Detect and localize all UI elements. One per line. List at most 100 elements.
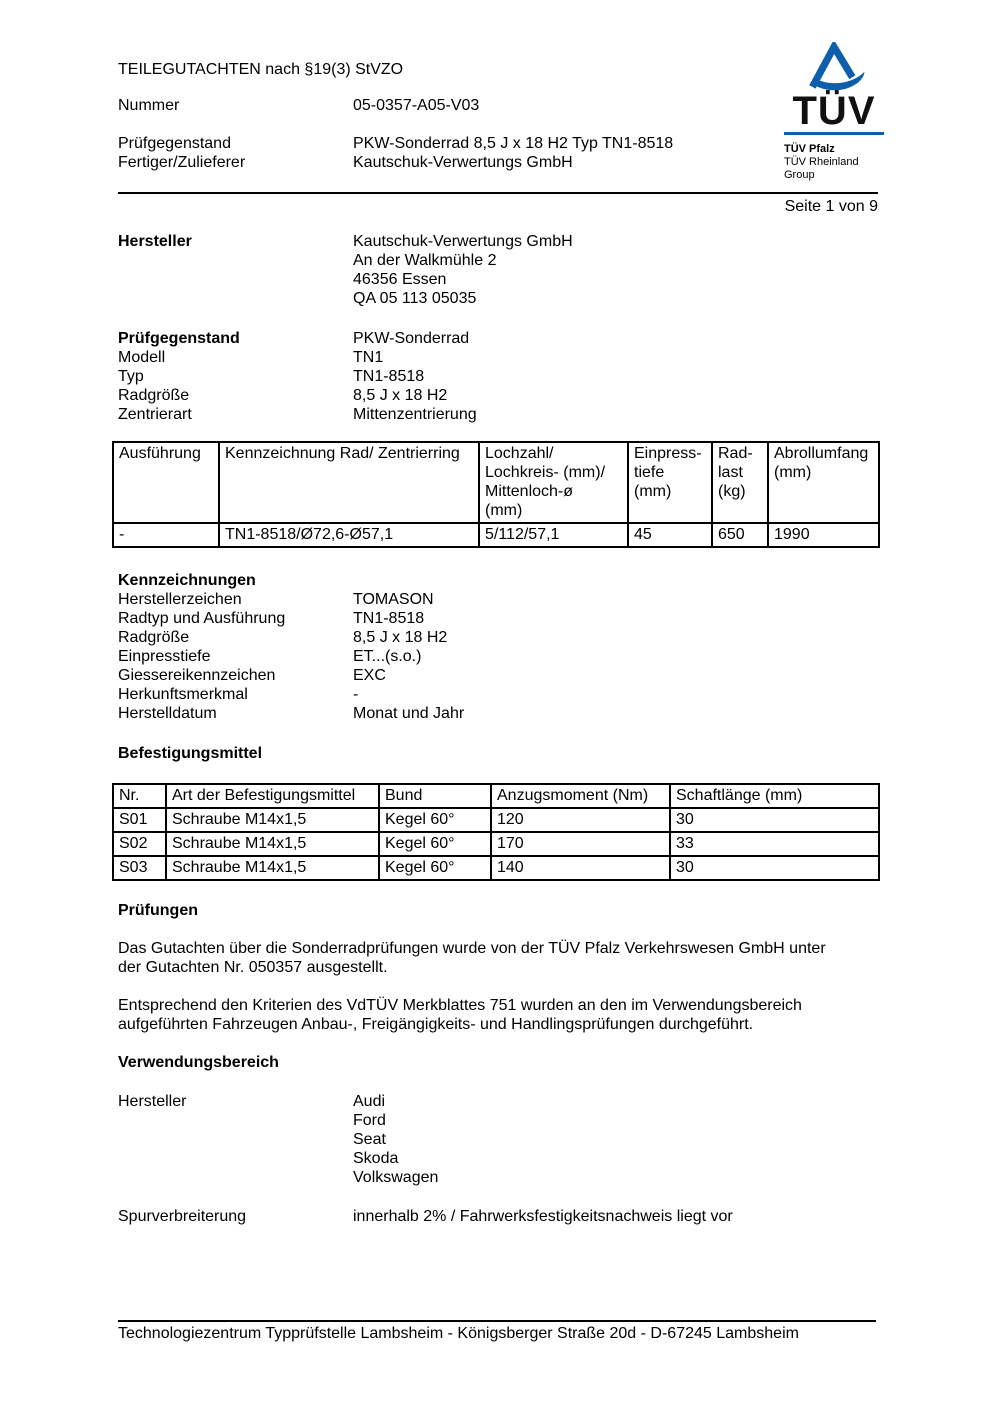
- hersteller-eintrag: Seat: [353, 1131, 386, 1148]
- table-cell: 30: [669, 807, 880, 833]
- tuv-logo: TÜV TÜV Pfalz TÜV Rheinland Group: [784, 42, 884, 182]
- hersteller-eintrag: Ford: [353, 1112, 386, 1129]
- pruefungen-paragraph-1: Das Gutachten über die Sonderradprüfunge…: [118, 940, 826, 976]
- field-row-fertiger: Fertiger/Zulieferer Kautschuk-Verwertung…: [118, 153, 878, 172]
- kennz-label: Herkunftsmerkmal: [118, 686, 248, 703]
- table-cell: 120: [490, 807, 671, 833]
- column-header: Art der Befestigungsmittel: [165, 783, 380, 809]
- spur-value: innerhalb 2% / Fahrwerksfestigkeitsnachw…: [353, 1208, 733, 1225]
- tuv-org-line1: TÜV Pfalz: [784, 143, 835, 155]
- kennz-row: Einpresstiefe ET...(s.o.): [118, 647, 878, 666]
- kennz-row: Radgröße 8,5 J x 18 H2: [118, 628, 878, 647]
- column-header: Ausführung: [112, 441, 220, 524]
- field-label: Nummer: [118, 97, 180, 114]
- section-heading-verwendungsbereich: Verwendungsbereich: [118, 1054, 279, 1071]
- hersteller-address: Kautschuk-Verwertungs GmbH An der Walkmü…: [353, 232, 573, 308]
- table-cell: 1990: [767, 522, 880, 548]
- address-line: QA 05 113 05035: [353, 290, 477, 307]
- kennz-row: Herstellerzeichen TOMASON: [118, 590, 878, 609]
- field-value: 05-0357-A05-V03: [353, 97, 480, 114]
- kennz-row: Herkunftsmerkmal -: [118, 685, 878, 704]
- kennz-label: Radtyp und Ausführung: [118, 610, 286, 627]
- verw-hersteller-liste: Audi Ford Seat Skoda Volkswagen: [353, 1092, 438, 1187]
- table-row: S02 Schraube M14x1,5 Kegel 60° 170 33: [112, 831, 880, 857]
- kennz-label: Herstelldatum: [118, 705, 217, 722]
- field-value: Kautschuk-Verwertungs GmbH: [353, 154, 573, 171]
- document-page: TEILEGUTACHTEN nach §19(3) StVZO Nummer …: [112, 0, 884, 1226]
- pg-row: Modell TN1: [118, 348, 878, 367]
- table-cell: 5/112/57,1: [478, 522, 629, 548]
- section-hersteller: Hersteller Kautschuk-Verwertungs GmbH An…: [118, 232, 878, 308]
- table-cell: 30: [669, 855, 880, 881]
- header-divider: [118, 192, 878, 194]
- field-row-nummer: Nummer 05-0357-A05-V03: [118, 96, 878, 115]
- verwendungsbereich-hersteller: Hersteller Audi Ford Seat Skoda Volkswag…: [118, 1092, 878, 1187]
- pg-label: Modell: [118, 349, 166, 366]
- pg-value: TN1-8518: [353, 368, 425, 385]
- hersteller-eintrag: Skoda: [353, 1150, 399, 1167]
- table-cell: Schraube M14x1,5: [165, 831, 380, 857]
- kennz-value: TOMASON: [353, 591, 434, 608]
- kennz-row: Herstelldatum Monat und Jahr: [118, 704, 878, 723]
- table-cell: 140: [490, 855, 671, 881]
- pg-value: PKW-Sonderrad: [353, 330, 470, 347]
- footer-text: Technologiezentrum Typprüfstelle Lambshe…: [118, 1325, 799, 1342]
- rad-spezifikation-tabelle: Ausführung Kennzeichnung Rad/ Zentrierri…: [112, 441, 880, 548]
- table-row: S03 Schraube M14x1,5 Kegel 60° 140 30: [112, 855, 880, 881]
- table-cell: 45: [627, 522, 713, 548]
- column-header: Anzugsmoment (Nm): [490, 783, 671, 809]
- column-header: Schaftlänge (mm): [669, 783, 880, 809]
- kennz-value: TN1-8518: [353, 610, 425, 627]
- pg-value: TN1: [353, 349, 384, 366]
- tuv-triangle-icon: [809, 42, 865, 91]
- kennz-value: -: [353, 686, 359, 703]
- kennz-label: Giessereikennzeichen: [118, 667, 276, 684]
- pg-row: Zentrierart Mittenzentrierung: [118, 405, 878, 424]
- kennz-label: Einpresstiefe: [118, 648, 211, 665]
- page-indicator: Seite 1 von 9: [784, 198, 878, 215]
- table-cell: 170: [490, 831, 671, 857]
- field-value: PKW-Sonderrad 8,5 J x 18 H2 Typ TN1-8518: [353, 135, 674, 152]
- befestigungsmittel-tabelle: Nr. Art der Befestigungsmittel Bund Anzu…: [112, 783, 880, 881]
- section-pruefgegenstand: Prüfgegenstand PKW-Sonderrad Modell TN1 …: [118, 329, 878, 424]
- pg-value: 8,5 J x 18 H2: [353, 387, 448, 404]
- section-heading-kennzeichnungen: Kennzeichnungen: [118, 572, 256, 589]
- pg-label: Prüfgegenstand: [118, 330, 240, 347]
- column-header: Rad- last (kg): [711, 441, 769, 524]
- kennz-value: EXC: [353, 667, 386, 684]
- table-cell: S03: [112, 855, 167, 881]
- table-header-row: Nr. Art der Befestigungsmittel Bund Anzu…: [112, 783, 880, 809]
- tuv-org-line2: TÜV Rheinland Group: [784, 156, 859, 181]
- table-cell: S02: [112, 831, 167, 857]
- table-cell: Schraube M14x1,5: [165, 807, 380, 833]
- pg-value: Mittenzentrierung: [353, 406, 477, 423]
- table-header-row: Ausführung Kennzeichnung Rad/ Zentrierri…: [112, 441, 880, 524]
- column-header: Bund: [378, 783, 492, 809]
- pg-label: Radgröße: [118, 387, 190, 404]
- verwendungsbereich-spurverbreiterung: Spurverbreiterung innerhalb 2% / Fahrwer…: [118, 1207, 878, 1226]
- section-kennzeichnungen: Herstellerzeichen TOMASON Radtyp und Aus…: [118, 590, 878, 723]
- pg-row: Prüfgegenstand PKW-Sonderrad: [118, 329, 878, 348]
- pruefungen-paragraph-2: Entsprechend den Kriterien des VdTÜV Mer…: [118, 997, 802, 1033]
- pg-row: Typ TN1-8518: [118, 367, 878, 386]
- field-label: Fertiger/Zulieferer: [118, 154, 246, 171]
- table-cell: -: [112, 522, 220, 548]
- table-cell: S01: [112, 807, 167, 833]
- page-title: TEILEGUTACHTEN nach §19(3) StVZO: [118, 61, 404, 78]
- address-line: An der Walkmühle 2: [353, 252, 497, 269]
- table-row: S01 Schraube M14x1,5 Kegel 60° 120 30: [112, 807, 880, 833]
- table-cell: 33: [669, 831, 880, 857]
- kennz-value: ET...(s.o.): [353, 648, 422, 665]
- tuv-wordmark: TÜV: [792, 89, 876, 133]
- column-header: Lochzahl/ Lochkreis- (mm)/ Mittenloch-ø …: [478, 441, 629, 524]
- section-heading-pruefungen: Prüfungen: [118, 902, 198, 919]
- column-header: Nr.: [112, 783, 167, 809]
- column-header: Einpress- tiefe (mm): [627, 441, 713, 524]
- page-footer: Technologiezentrum Typprüfstelle Lambshe…: [118, 1320, 876, 1343]
- spur-label: Spurverbreiterung: [118, 1208, 247, 1225]
- table-cell: Kegel 60°: [378, 855, 492, 881]
- table-cell: Schraube M14x1,5: [165, 855, 380, 881]
- kennz-label: Herstellerzeichen: [118, 591, 242, 608]
- kennz-row: Giessereikennzeichen EXC: [118, 666, 878, 685]
- column-header: Kennzeichnung Rad/ Zentrierring: [218, 441, 480, 524]
